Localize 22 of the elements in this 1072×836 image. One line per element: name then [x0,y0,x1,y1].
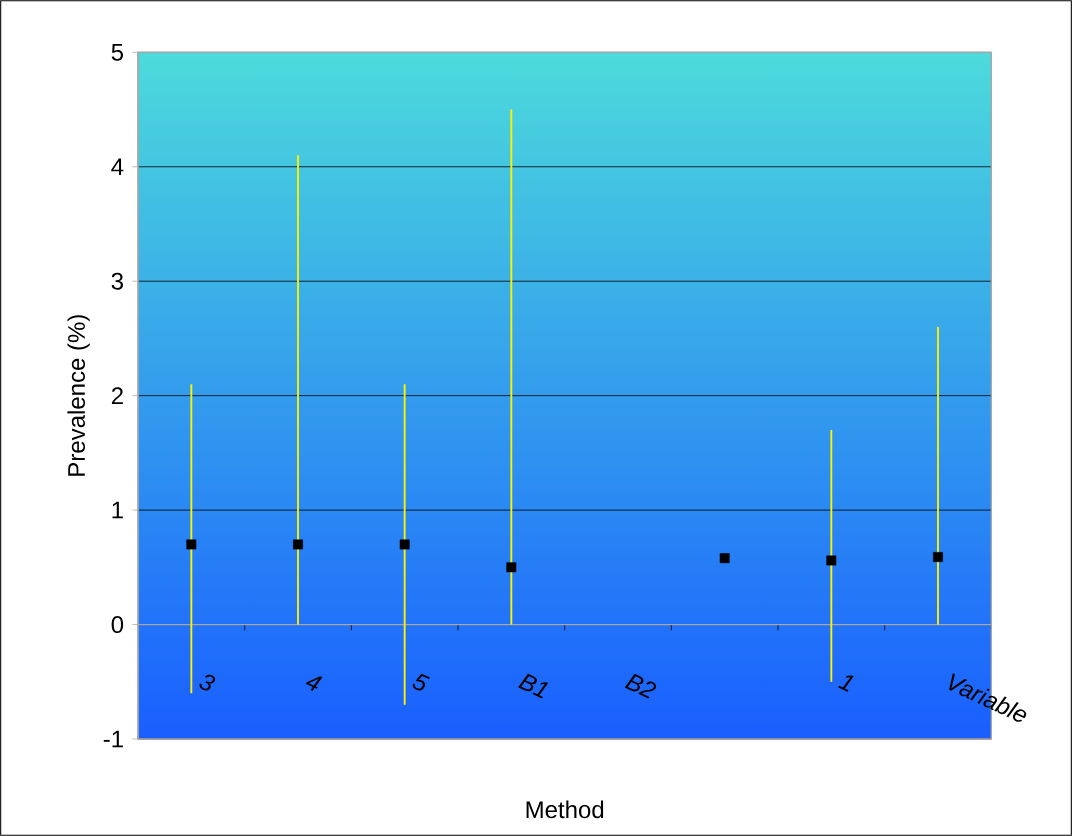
y-tick-label: 0 [111,616,124,634]
x-tick-label: B1 [518,673,549,699]
point [719,553,730,564]
y-tick-label: 4 [111,158,124,176]
point [506,562,517,573]
x-tick-label: 1 [838,675,854,692]
y-tick-label: 3 [111,272,123,290]
x-tick-label: 5 [412,673,430,691]
y-tick-label: 1 [112,501,123,519]
point [399,539,410,550]
y-axis-title: Prevalence (%) [67,315,90,476]
y-tick-label: -1 [103,730,123,748]
x-tick-label: 3 [199,674,216,691]
x-tick-label: 4 [305,676,323,691]
point [293,539,303,550]
point [186,539,197,550]
x-axis-title: Method [526,800,604,819]
x-tick-label: B2 [624,673,657,699]
y-tick-label: 5 [111,43,124,61]
point [826,555,837,566]
point [933,552,943,562]
y-tick-label: 2 [111,387,123,405]
